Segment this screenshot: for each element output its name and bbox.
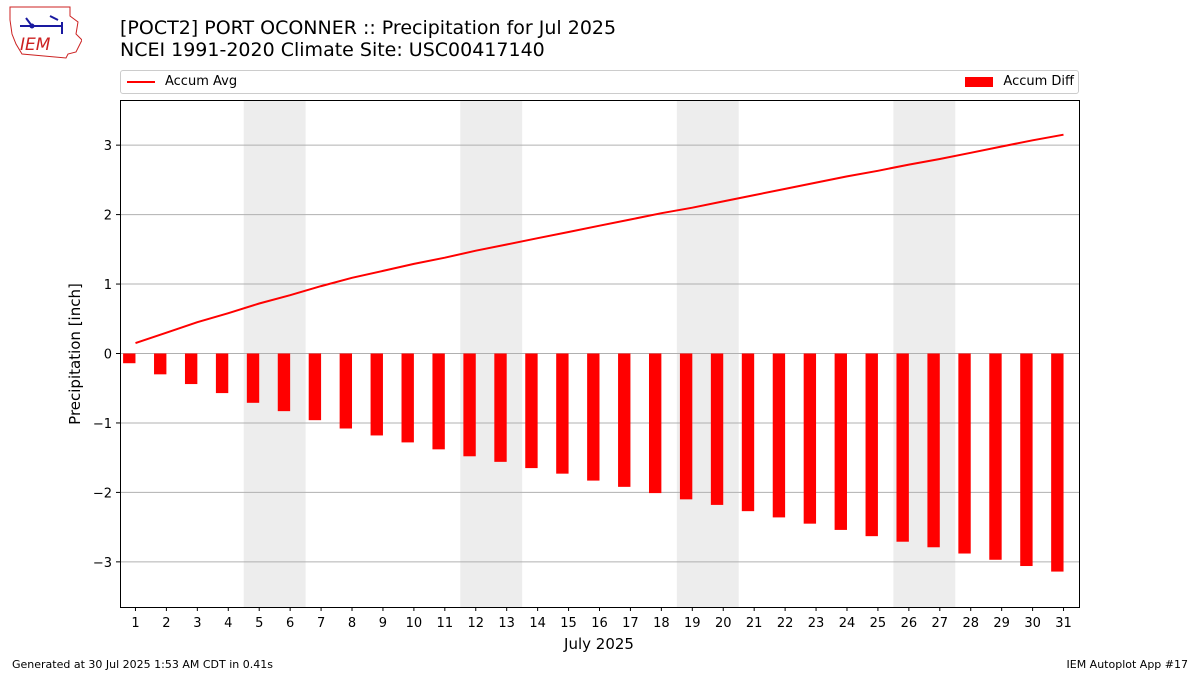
legend-label-accum-avg: Accum Avg bbox=[165, 74, 238, 89]
y-tick-label: 1 bbox=[104, 278, 112, 293]
y-tick-label: 2 bbox=[104, 209, 112, 224]
x-tick-label: 17 bbox=[622, 616, 639, 631]
y-tick-label: −2 bbox=[93, 486, 112, 501]
x-tick-label: 22 bbox=[777, 616, 794, 631]
accum-diff-bar bbox=[556, 353, 569, 474]
plot-frame bbox=[120, 100, 1080, 608]
legend-item-accum-diff: Accum Diff bbox=[965, 74, 1074, 89]
x-axis-label: July 2025 bbox=[563, 635, 634, 653]
accum-diff-bar bbox=[370, 353, 383, 436]
x-tick-label: 16 bbox=[591, 616, 608, 631]
accum-diff-bar bbox=[339, 353, 353, 429]
iem-logo: IEM bbox=[9, 6, 82, 59]
x-tick-label: 31 bbox=[1055, 616, 1072, 631]
x-tick-label: 3 bbox=[193, 616, 201, 631]
accum-diff-bar bbox=[865, 353, 878, 537]
x-tick-label: 21 bbox=[746, 616, 763, 631]
y-tick-label: −3 bbox=[93, 556, 112, 571]
accum-diff-bar bbox=[618, 353, 631, 487]
accum-diff-bar bbox=[927, 353, 940, 548]
accum-diff-bar bbox=[184, 353, 198, 385]
accum-diff-bar bbox=[463, 353, 476, 457]
x-tick-label: 13 bbox=[498, 616, 515, 631]
legend-label-accum-diff: Accum Diff bbox=[1003, 74, 1074, 89]
accum-diff-bar bbox=[587, 353, 600, 481]
y-tick-label: −1 bbox=[93, 417, 112, 432]
x-tick-label: 30 bbox=[1024, 616, 1041, 631]
accum-diff-bar bbox=[123, 353, 136, 364]
x-tick-label: 26 bbox=[901, 616, 918, 631]
logo-text: IEM bbox=[20, 35, 51, 55]
x-tick-label: 1 bbox=[131, 616, 139, 631]
accum-diff-bar bbox=[154, 353, 167, 375]
x-tick-label: 24 bbox=[839, 616, 856, 631]
accum-diff-bar bbox=[308, 353, 322, 421]
y-tick-label: 0 bbox=[104, 348, 112, 363]
x-tick-label: 28 bbox=[962, 616, 979, 631]
x-tick-label: 11 bbox=[437, 616, 454, 631]
accum-diff-bar bbox=[989, 353, 1002, 560]
x-tick-label: 7 bbox=[317, 616, 325, 631]
accum-diff-bar bbox=[958, 353, 971, 554]
legend-item-accum-avg: Accum Avg bbox=[127, 74, 237, 89]
accum-diff-bar bbox=[710, 353, 724, 505]
accum-diff-bar bbox=[525, 353, 538, 469]
chart-subtitle: NCEI 1991-2020 Climate Site: USC00417140 bbox=[120, 39, 545, 61]
x-tick-label: 29 bbox=[993, 616, 1010, 631]
x-tick-label: 8 bbox=[348, 616, 356, 631]
x-tick-label: 18 bbox=[653, 616, 670, 631]
legend-bar-swatch bbox=[965, 76, 994, 87]
x-tick-label: 23 bbox=[808, 616, 825, 631]
x-tick-label: 10 bbox=[406, 616, 423, 631]
accum-diff-bar bbox=[679, 353, 693, 500]
y-tick-label: 3 bbox=[104, 139, 112, 154]
x-tick-label: 15 bbox=[560, 616, 577, 631]
y-axis-label: Precipitation [inch] bbox=[66, 283, 84, 425]
accum-avg-line bbox=[135, 133, 1064, 345]
accum-diff-bar bbox=[246, 353, 260, 403]
accum-diff-bar bbox=[803, 353, 817, 524]
chart-title: [POCT2] PORT OCONNER :: Precipitation fo… bbox=[120, 17, 617, 39]
x-tick-label: 5 bbox=[255, 616, 263, 631]
accum-diff-bar bbox=[1020, 353, 1033, 567]
x-tick-label: 12 bbox=[467, 616, 484, 631]
x-tick-label: 27 bbox=[932, 616, 949, 631]
accum-diff-bar bbox=[896, 353, 909, 542]
x-tick-label: 4 bbox=[224, 616, 232, 631]
x-tick-label: 6 bbox=[286, 616, 294, 631]
x-tick-label: 9 bbox=[379, 616, 387, 631]
x-tick-label: 14 bbox=[529, 616, 546, 631]
accum-diff-bar bbox=[401, 353, 414, 443]
footer-generated: Generated at 30 Jul 2025 1:53 AM CDT in … bbox=[12, 658, 273, 671]
accum-diff-bar bbox=[494, 353, 507, 462]
x-tick-label: 19 bbox=[684, 616, 701, 631]
footer-app: IEM Autoplot App #17 bbox=[1066, 658, 1189, 671]
accum-diff-bar bbox=[1051, 353, 1064, 572]
accum-diff-bar bbox=[741, 353, 755, 512]
chart-legend: Accum Avg Accum Diff bbox=[120, 70, 1079, 94]
legend-line-swatch bbox=[127, 80, 155, 83]
x-tick-label: 2 bbox=[162, 616, 170, 631]
accum-diff-bar bbox=[772, 353, 786, 518]
x-tick-label: 20 bbox=[715, 616, 732, 631]
x-tick-label: 25 bbox=[870, 616, 887, 631]
accum-diff-bar bbox=[432, 353, 445, 450]
accum-diff-bar bbox=[648, 353, 662, 494]
accum-diff-bar bbox=[215, 353, 229, 394]
accum-diff-bar bbox=[277, 353, 291, 412]
accum-diff-bar bbox=[834, 353, 847, 530]
